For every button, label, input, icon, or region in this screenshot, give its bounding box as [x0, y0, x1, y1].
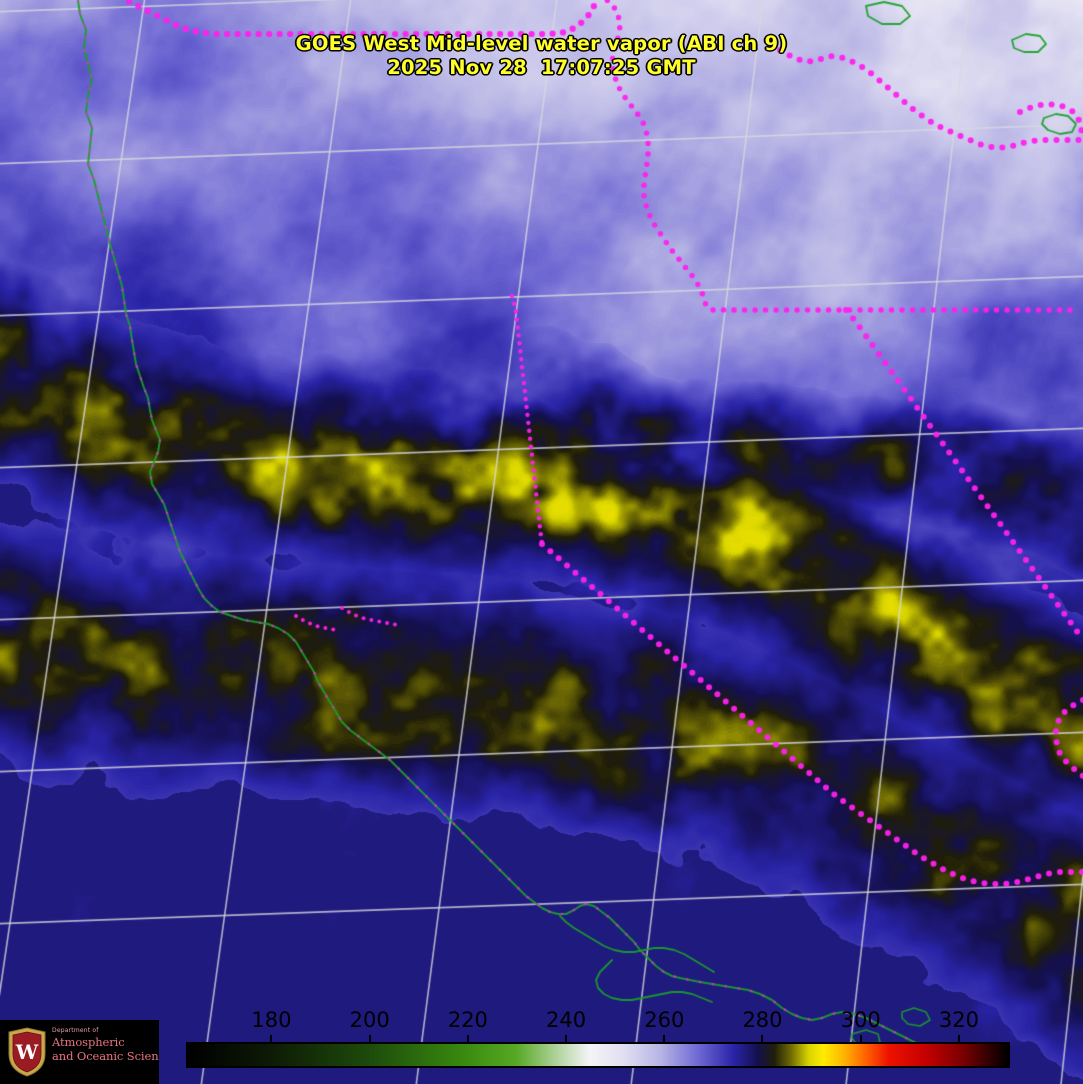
logo-name-line-1: Atmospheric [52, 1035, 125, 1049]
uw-aos-logo: W Department of Atmospheric and Oceanic … [0, 1020, 159, 1084]
uw-logo-text: Department of Atmospheric and Oceanic Sc… [52, 1027, 159, 1063]
svg-text:W: W [15, 1040, 39, 1064]
logo-name-line-2: and Oceanic Sciences [52, 1049, 159, 1063]
uw-crest-icon: W [8, 1027, 46, 1077]
logo-department-label: Department of [52, 1027, 99, 1034]
